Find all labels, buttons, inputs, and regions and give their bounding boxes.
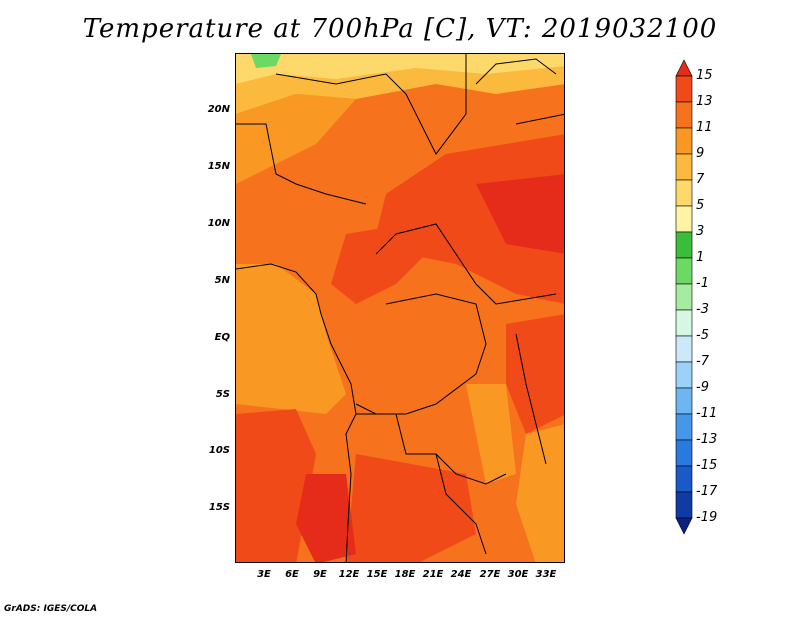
colorbar-tick-label: -13 (696, 432, 718, 447)
lon-label: 27E (479, 569, 501, 580)
colorbar-segment (675, 465, 693, 493)
colorbar-tick-label: 1 (696, 250, 705, 265)
lon-label: 6E (285, 569, 299, 580)
colorbar-tick-label: 9 (696, 146, 705, 161)
lon-label: 21E (422, 569, 444, 580)
lon-label: 33E (535, 569, 557, 580)
colorbar-tick-label: 3 (696, 224, 705, 239)
lat-label: 10N (207, 218, 230, 229)
colorbar-segment (675, 205, 693, 233)
lat-label: 15N (207, 161, 230, 172)
colorbar-segment (675, 257, 693, 285)
colorbar-tick-label: -9 (696, 380, 709, 395)
colorbar-segment (675, 491, 693, 519)
colorbar-segment (675, 75, 693, 103)
lat-label: 15S (208, 502, 230, 513)
colorbar-segment (675, 413, 693, 441)
lat-label: 5S (215, 389, 230, 400)
colorbar-segment (675, 153, 693, 181)
lon-label: 24E (450, 569, 472, 580)
colorbar-segment (675, 231, 693, 259)
colorbar-tick-label: 11 (696, 120, 713, 135)
colorbar-tick-label: -7 (696, 354, 709, 369)
colorbar-tick-label: 15 (696, 68, 713, 83)
credit-text: GrADS: IGES/COLA (4, 604, 98, 614)
lon-label: 18E (394, 569, 416, 580)
lat-label: 10S (208, 445, 230, 456)
colorbar (675, 59, 693, 535)
lat-label: 20N (207, 104, 230, 115)
colorbar-tick-label: 5 (696, 198, 705, 213)
colorbar-tick-label: -19 (696, 510, 718, 525)
colorbar-segment (675, 283, 693, 311)
colorbar-segment (675, 59, 693, 77)
colorbar-segment (675, 335, 693, 363)
colorbar-segment (675, 179, 693, 207)
colorbar-segment (675, 387, 693, 415)
colorbar-tick-label: -17 (696, 484, 718, 499)
colorbar-segment (675, 309, 693, 337)
lat-label: EQ (214, 332, 230, 343)
lat-label: 5N (214, 275, 230, 286)
colorbar-tick-label: 13 (696, 94, 713, 109)
colorbar-tick-label: -5 (696, 328, 709, 343)
colorbar-tick-label: -3 (696, 302, 709, 317)
colorbar-tick-label: -11 (696, 406, 718, 421)
colorbar-segment (675, 101, 693, 129)
colorbar-segment (675, 439, 693, 467)
colorbar-tick-label: -15 (696, 458, 718, 473)
lon-label: 3E (257, 569, 271, 580)
colorbar-segment (675, 361, 693, 389)
colorbar-segment (675, 127, 693, 155)
chart-title: Temperature at 700hPa [C], VT: 201903210… (82, 14, 718, 44)
colorbar-segment (675, 517, 693, 535)
temperature-map (235, 53, 565, 563)
lon-label: 15E (366, 569, 388, 580)
colorbar-tick-label: 7 (696, 172, 705, 187)
temperature-field (236, 54, 564, 562)
lon-label: 9E (313, 569, 327, 580)
lon-label: 30E (507, 569, 529, 580)
lon-label: 12E (338, 569, 360, 580)
colorbar-tick-label: -1 (696, 276, 709, 291)
